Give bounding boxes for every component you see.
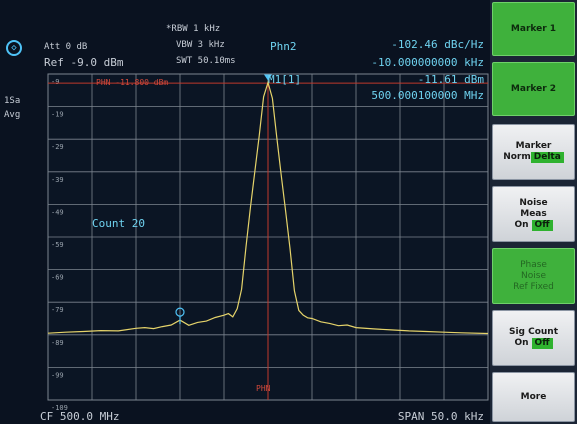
noise-value-readout: -102.46 dBc/Hz bbox=[391, 38, 484, 51]
markers bbox=[175, 74, 272, 325]
reference-level-readout: Ref -9.0 dBm bbox=[44, 56, 124, 69]
more-softkey[interactable]: More bbox=[492, 372, 575, 422]
marker-1-icon bbox=[264, 74, 272, 81]
phase-noise-line3: Ref Fixed bbox=[513, 281, 554, 292]
rohde-logo-icon: ◇ bbox=[6, 40, 22, 56]
phase-noise-line1: Phase bbox=[520, 259, 547, 270]
phn-marker-label: PHN bbox=[256, 384, 271, 393]
y-tick-label: -99 bbox=[51, 371, 64, 379]
y-tick-label: -109 bbox=[51, 404, 68, 412]
phase-noise-ref-softkey[interactable]: Phase Noise Ref Fixed bbox=[492, 248, 575, 304]
marker-2-softkey[interactable]: Marker 2 bbox=[492, 62, 575, 116]
marker-label: M1[1] bbox=[268, 73, 302, 86]
offset-value-readout: -10.000000000 kHz bbox=[371, 56, 484, 69]
count-readout: Count 20 bbox=[92, 217, 145, 230]
marker-1-label: Marker 1 bbox=[510, 23, 557, 34]
trace-line bbox=[47, 80, 489, 335]
spectrum-trace bbox=[47, 80, 489, 335]
marker-norm-delta-title: Marker bbox=[515, 141, 552, 151]
marker-level-readout: -11.61 dBm bbox=[417, 73, 484, 86]
y-tick-label: -89 bbox=[51, 339, 64, 347]
sig-count-line1: Sig Count bbox=[508, 327, 559, 337]
attenuation-readout: Att 0 dB bbox=[44, 42, 88, 52]
sig-count-softkey[interactable]: Sig Count On Off bbox=[492, 310, 575, 366]
more-label: More bbox=[520, 391, 547, 402]
noise-meas-line1: Noise bbox=[519, 197, 548, 208]
y-tick-label: -9 bbox=[51, 78, 59, 86]
sig-count-toggle: On Off bbox=[514, 338, 553, 349]
phase-noise-line2: Noise bbox=[521, 270, 546, 281]
marker-2-label: Marker 2 bbox=[510, 83, 557, 94]
noise-meas-softkey[interactable]: Noise Meas On Off bbox=[492, 186, 575, 242]
measurement-mode: Phn2 bbox=[270, 40, 297, 53]
delta-option: Delta bbox=[530, 152, 564, 163]
y-axis-labels: -9 -19 -29 -39 -49 -59 -69 -79 -89 -99 -109 bbox=[51, 78, 68, 412]
norm-delta-toggle: Norm Delta bbox=[503, 152, 564, 163]
marker-frequency-readout: 500.000100000 MHz bbox=[371, 89, 484, 102]
sweep-time-readout: SWT 50.10ms bbox=[176, 56, 236, 66]
noise-meas-off: Off bbox=[531, 219, 553, 231]
marker-norm-delta-softkey[interactable]: Marker Norm Delta bbox=[492, 124, 575, 180]
rbw-readout: *RBW 1 kHz bbox=[166, 24, 221, 34]
center-frequency-readout: CF 500.0 MHz bbox=[40, 410, 120, 423]
average-label: Avg bbox=[4, 110, 21, 120]
y-tick-label: -59 bbox=[51, 241, 64, 249]
softkey-panel: Marker 1 Marker 2 Marker Norm Delta Noise… bbox=[490, 0, 577, 424]
vbw-readout: VBW 3 kHz bbox=[176, 40, 225, 50]
marker-1-softkey[interactable]: Marker 1 bbox=[492, 2, 575, 56]
y-tick-label: -49 bbox=[51, 208, 64, 216]
y-tick-label: -79 bbox=[51, 306, 64, 314]
norm-option: Norm bbox=[503, 152, 531, 162]
sig-count-off: Off bbox=[531, 338, 553, 349]
noise-meas-line2: Meas bbox=[520, 208, 547, 219]
y-tick-label: -39 bbox=[51, 176, 64, 184]
sample-count-label: 1Sa bbox=[4, 96, 21, 106]
noise-meas-toggle: On Off bbox=[514, 219, 553, 231]
span-readout: SPAN 50.0 kHz bbox=[397, 410, 484, 423]
phn-line-label: PHN -11.800 dBm bbox=[96, 78, 169, 87]
y-tick-label: -29 bbox=[51, 143, 64, 151]
y-tick-label: -19 bbox=[51, 111, 64, 119]
y-tick-label: -69 bbox=[51, 274, 64, 282]
noise-meas-on: On bbox=[514, 219, 529, 230]
sig-count-on: On bbox=[514, 338, 529, 348]
